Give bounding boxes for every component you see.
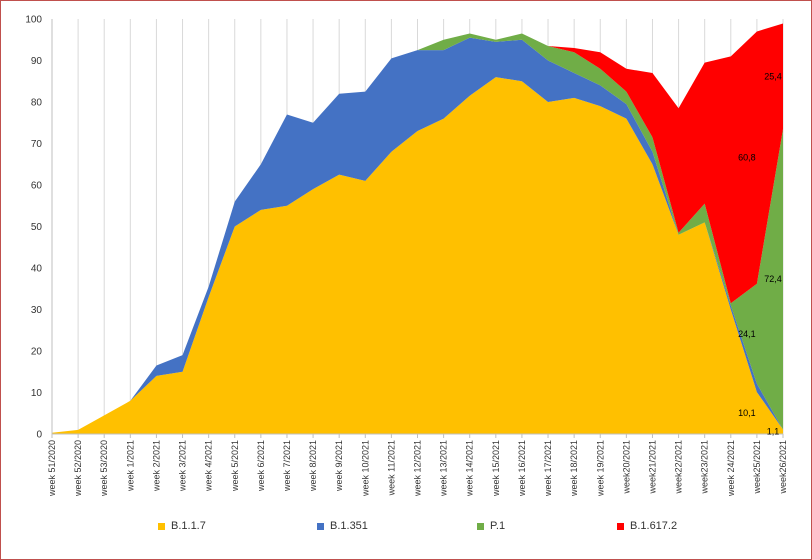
area-series-b-1-1-7 <box>52 77 783 434</box>
x-tick-label: week 52/2020 <box>73 440 83 497</box>
legend-swatch <box>158 522 165 530</box>
x-tick-label: week 11/2021 <box>386 440 396 496</box>
x-tick-label: week 1/2021 <box>125 440 135 492</box>
y-tick-labels: 0 10 20 30 40 50 60 70 80 90 100 <box>25 15 42 441</box>
legend: B.1.1.7 B.1.351 P.1 B.1.617.2 <box>0 520 812 540</box>
x-tick-label: week 9/2021 <box>334 440 344 492</box>
data-label: 10,1 <box>738 408 756 418</box>
data-label: 25,4 <box>764 71 782 81</box>
legend-item-p-1: P.1 <box>477 520 505 532</box>
x-tick-label: week 3/2021 <box>178 440 188 492</box>
x-tick-label: week 15/2021 <box>491 440 501 497</box>
area-series-group <box>52 23 783 434</box>
axes <box>51 19 784 438</box>
x-tick-label: week 10/2021 <box>360 440 370 497</box>
data-label: 72,4 <box>764 274 782 284</box>
x-tick-label: week 2/2021 <box>151 440 161 492</box>
x-tick-label: week 19/2021 <box>595 440 605 497</box>
x-tick-label: week23/2021 <box>700 440 710 495</box>
x-tick-label: week 5/2021 <box>230 440 240 492</box>
x-tick-label: week 8/2021 <box>308 440 318 492</box>
data-labels: 10,1 1,1 24,1 72,4 60,8 25,4 <box>738 71 782 436</box>
x-tick-label: week20/2021 <box>621 440 631 495</box>
x-tick-label: week 13/2021 <box>439 440 449 497</box>
x-tick-label: week 16/2021 <box>517 440 527 497</box>
x-tick-label: week 17/2021 <box>543 440 553 497</box>
legend-label: P.1 <box>490 520 506 532</box>
legend-item-b-1-351: B.1.351 <box>317 520 368 532</box>
legend-swatch <box>477 522 484 530</box>
y-tick-label: 40 <box>31 264 43 275</box>
data-label: 1,1 <box>767 427 780 437</box>
x-tick-label: week 18/2021 <box>569 440 579 497</box>
x-tick-label: week 4/2021 <box>204 440 214 492</box>
y-tick-label: 90 <box>31 56 43 67</box>
x-tick-label: week 51/2020 <box>47 440 57 497</box>
y-tick-label: 60 <box>31 181 43 192</box>
y-tick-label: 30 <box>31 305 43 316</box>
x-tick-label: week 12/2021 <box>413 440 423 497</box>
legend-item-b-1-617-2: B.1.617.2 <box>617 520 677 532</box>
data-label: 60,8 <box>738 153 756 163</box>
y-tick-label: 50 <box>31 222 43 233</box>
legend-label: B.1.617.2 <box>630 520 678 532</box>
x-tick-label: week 24/2021 <box>726 440 736 497</box>
legend-item-b-1-1-7: B.1.1.7 <box>158 520 206 532</box>
y-tick-label: 10 <box>31 388 43 399</box>
x-tick-label: week25/2021 <box>752 440 762 495</box>
x-tick-label: week22/2021 <box>674 440 684 495</box>
y-tick-label: 0 <box>36 430 42 441</box>
x-tick-labels: week 51/2020 week 52/2020 week 53/2020 week… <box>47 440 788 497</box>
x-tick-label: week26/2021 <box>778 440 788 495</box>
x-tick-label: week 14/2021 <box>465 440 475 497</box>
x-tick-label: week 6/2021 <box>256 440 266 492</box>
area-series-b-1-617-2 <box>52 23 783 433</box>
legend-swatch <box>617 522 624 530</box>
y-tick-label: 20 <box>31 347 43 358</box>
y-tick-label: 80 <box>31 98 43 109</box>
legend-label: B.1.1.7 <box>171 520 206 532</box>
x-tick-label: week 7/2021 <box>282 440 292 492</box>
x-tick-label: week21/2021 <box>647 440 657 495</box>
data-label: 24,1 <box>738 329 756 339</box>
area-series-b-1-351 <box>52 37 783 433</box>
y-tick-label: 70 <box>31 139 43 150</box>
legend-label: B.1.351 <box>330 520 368 532</box>
legend-swatch <box>317 522 324 530</box>
y-tick-label: 100 <box>25 15 42 26</box>
x-tick-label: week 53/2020 <box>99 440 109 497</box>
